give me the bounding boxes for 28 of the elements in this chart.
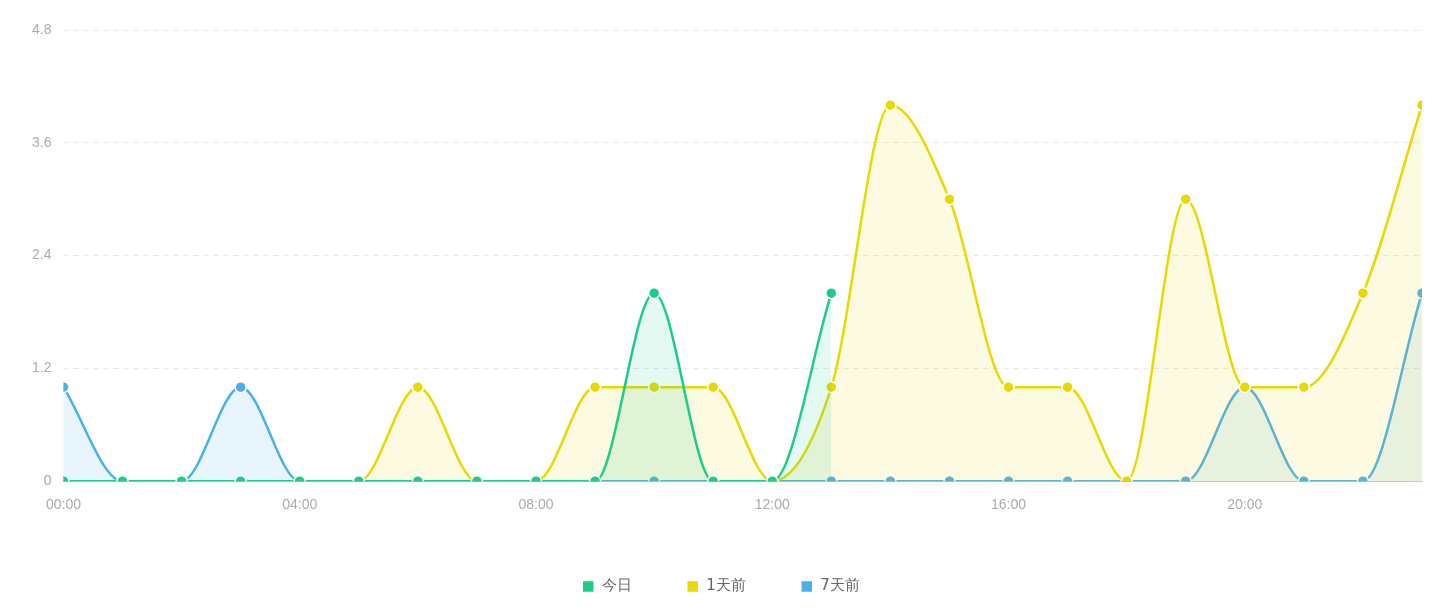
point [1356,286,1370,300]
legend-label: 今日 [601,576,632,595]
point [411,380,425,394]
point [588,380,602,394]
point [1002,380,1015,394]
point [647,380,661,394]
point [1179,192,1192,206]
x-tick-label: 20:00 [1227,496,1263,513]
y-tick-label: 0 [43,472,52,489]
point [234,380,247,394]
point [706,380,720,394]
x-tick-label: 12:00 [754,496,790,513]
y-tick-label: 3.6 [31,133,52,150]
point [825,286,838,300]
point [1297,380,1311,394]
x-tick-label: 00:00 [45,496,82,513]
x-tick-label: 04:00 [282,496,318,513]
y-tick-label: 4.8 [31,20,52,37]
point [943,192,956,206]
y-tick-label: 2.4 [31,246,52,263]
point [647,286,661,300]
legend-label: 7天前 [820,576,860,595]
y-tick-label: 1.2 [31,359,52,376]
x-tick-label: 08:00 [518,496,554,513]
point [825,380,838,394]
point [1061,380,1074,394]
x-tick-label: 16:00 [991,496,1027,513]
legend-label: 1天前 [706,576,746,595]
